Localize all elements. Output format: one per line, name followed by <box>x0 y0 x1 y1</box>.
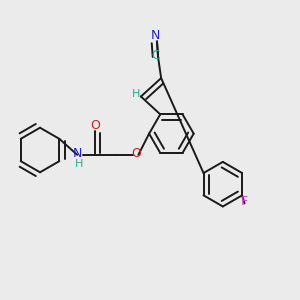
Text: O: O <box>90 119 100 132</box>
Text: F: F <box>241 195 248 208</box>
Text: N: N <box>73 147 82 161</box>
Text: H: H <box>74 159 83 169</box>
Text: C: C <box>152 49 160 62</box>
Text: O: O <box>132 147 142 161</box>
Text: H: H <box>131 89 140 99</box>
Text: N: N <box>151 29 160 42</box>
